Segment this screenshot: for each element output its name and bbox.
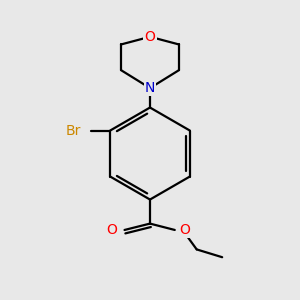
Text: O: O <box>179 223 190 237</box>
Text: Br: Br <box>65 124 81 137</box>
Text: N: N <box>145 81 155 95</box>
Text: O: O <box>145 30 155 44</box>
Text: O: O <box>106 223 117 237</box>
